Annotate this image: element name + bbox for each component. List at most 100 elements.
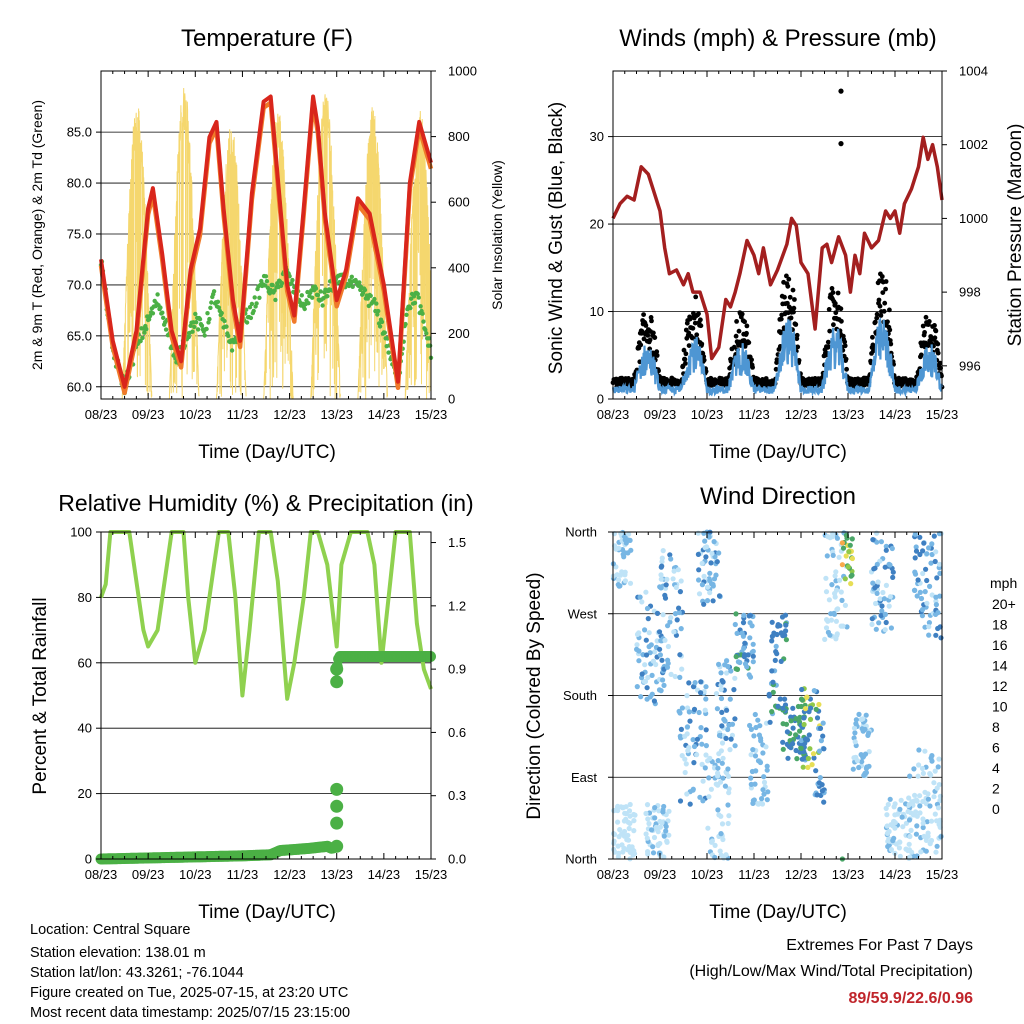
direction-point — [775, 622, 781, 628]
direction-point — [663, 828, 669, 834]
dewpoint-point — [403, 321, 408, 327]
direction-point — [931, 794, 937, 800]
gust-point — [926, 319, 932, 324]
direction-point — [764, 767, 770, 773]
direction-point — [682, 733, 688, 739]
direction-point — [756, 732, 763, 738]
x-tick-label: 14/23 — [368, 407, 401, 422]
y2-tick-label: 1.2 — [448, 598, 466, 613]
direction-point — [722, 783, 729, 789]
direction-point — [665, 660, 671, 667]
gust-point — [638, 342, 644, 348]
direction-point — [793, 747, 799, 754]
direction-point — [627, 801, 633, 808]
direction-point — [613, 546, 619, 552]
direction-point — [811, 688, 817, 694]
direction-point — [912, 571, 919, 577]
dewpoint-point — [386, 350, 391, 355]
gust-point — [842, 339, 848, 345]
direction-point — [937, 819, 943, 825]
direction-point — [892, 801, 898, 807]
direction-point — [643, 810, 649, 817]
direction-point — [903, 820, 910, 826]
humidity-chart: Relative Humidity (%) & Precipitation (i… — [30, 490, 474, 923]
gust-point — [923, 314, 929, 320]
dewpoint-point — [357, 280, 362, 285]
direction-point — [827, 535, 833, 541]
gust-point — [888, 341, 894, 347]
dewpoint-point — [306, 301, 311, 306]
direction-point — [807, 746, 813, 752]
direction-point — [824, 617, 830, 623]
direction-point — [703, 727, 709, 733]
direction-point — [929, 551, 935, 558]
pressure-line — [611, 135, 944, 361]
direction-point — [933, 849, 939, 855]
gust-point — [641, 312, 646, 317]
direction-point — [728, 736, 734, 742]
direction-point — [931, 533, 937, 539]
direction-point — [720, 755, 726, 761]
direction-point — [703, 684, 709, 690]
y-tick-label: 0 — [597, 392, 604, 407]
direction-point — [920, 798, 926, 805]
direction-point — [621, 804, 627, 810]
direction-point — [823, 625, 830, 631]
direction-point — [874, 530, 880, 536]
direction-point — [678, 726, 685, 733]
direction-point — [913, 831, 920, 837]
gust-point — [932, 323, 937, 328]
direction-point — [739, 630, 745, 636]
direction-point — [636, 630, 642, 636]
dewpoint-point — [248, 315, 254, 321]
y-tick-label: 80.0 — [67, 176, 92, 191]
gust-point — [795, 344, 801, 350]
direction-point — [638, 694, 644, 700]
direction-point — [764, 763, 770, 769]
direction-point — [899, 814, 905, 820]
gust-point — [881, 308, 887, 314]
winds-xlabel: Time (Day/UTC) — [709, 442, 847, 463]
colorbar-label: 12 — [992, 678, 1008, 694]
direction-point — [769, 709, 775, 715]
direction-point — [619, 842, 625, 848]
direction-point — [790, 705, 796, 711]
direction-point — [932, 768, 938, 774]
solar-insolation-line — [121, 108, 153, 400]
direction-point — [890, 574, 896, 581]
colorbar-label: 18 — [992, 617, 1008, 633]
direction-point — [907, 833, 913, 840]
direction-point — [672, 673, 678, 680]
x-tick-label: 15/23 — [415, 867, 448, 882]
direction-point — [696, 567, 702, 573]
gust-point — [885, 319, 890, 325]
direction-point — [723, 735, 729, 742]
gust-point — [693, 294, 699, 300]
direction-point — [714, 559, 720, 565]
gust-point — [778, 316, 784, 322]
gust-point — [698, 323, 704, 329]
gust-point — [690, 325, 696, 331]
direction-point — [705, 584, 711, 590]
direction-point — [761, 791, 767, 797]
direction-point — [718, 748, 725, 754]
direction-point — [806, 732, 812, 738]
dewpoint-point — [140, 335, 145, 341]
direction-point — [817, 775, 823, 781]
direction-point — [849, 536, 855, 542]
direction-point — [716, 732, 723, 739]
direction-point — [713, 781, 719, 787]
direction-point — [707, 590, 713, 596]
humidity-xlabel: Time (Day/UTC) — [198, 902, 336, 923]
direction-point — [913, 544, 919, 550]
temperature-chart: Temperature (F) 08/23 09/23 10/23 11/23 12/2… — [29, 25, 505, 463]
direction-point — [850, 766, 856, 772]
direction-point — [650, 844, 656, 850]
y-tick-label: 85.0 — [67, 125, 92, 140]
direction-point — [809, 762, 815, 768]
direction-point — [707, 577, 713, 584]
x-tick-label: 11/23 — [227, 867, 259, 882]
direction-point — [866, 730, 872, 736]
direction-point — [881, 596, 888, 602]
y2-tick-label: 200 — [448, 326, 470, 341]
